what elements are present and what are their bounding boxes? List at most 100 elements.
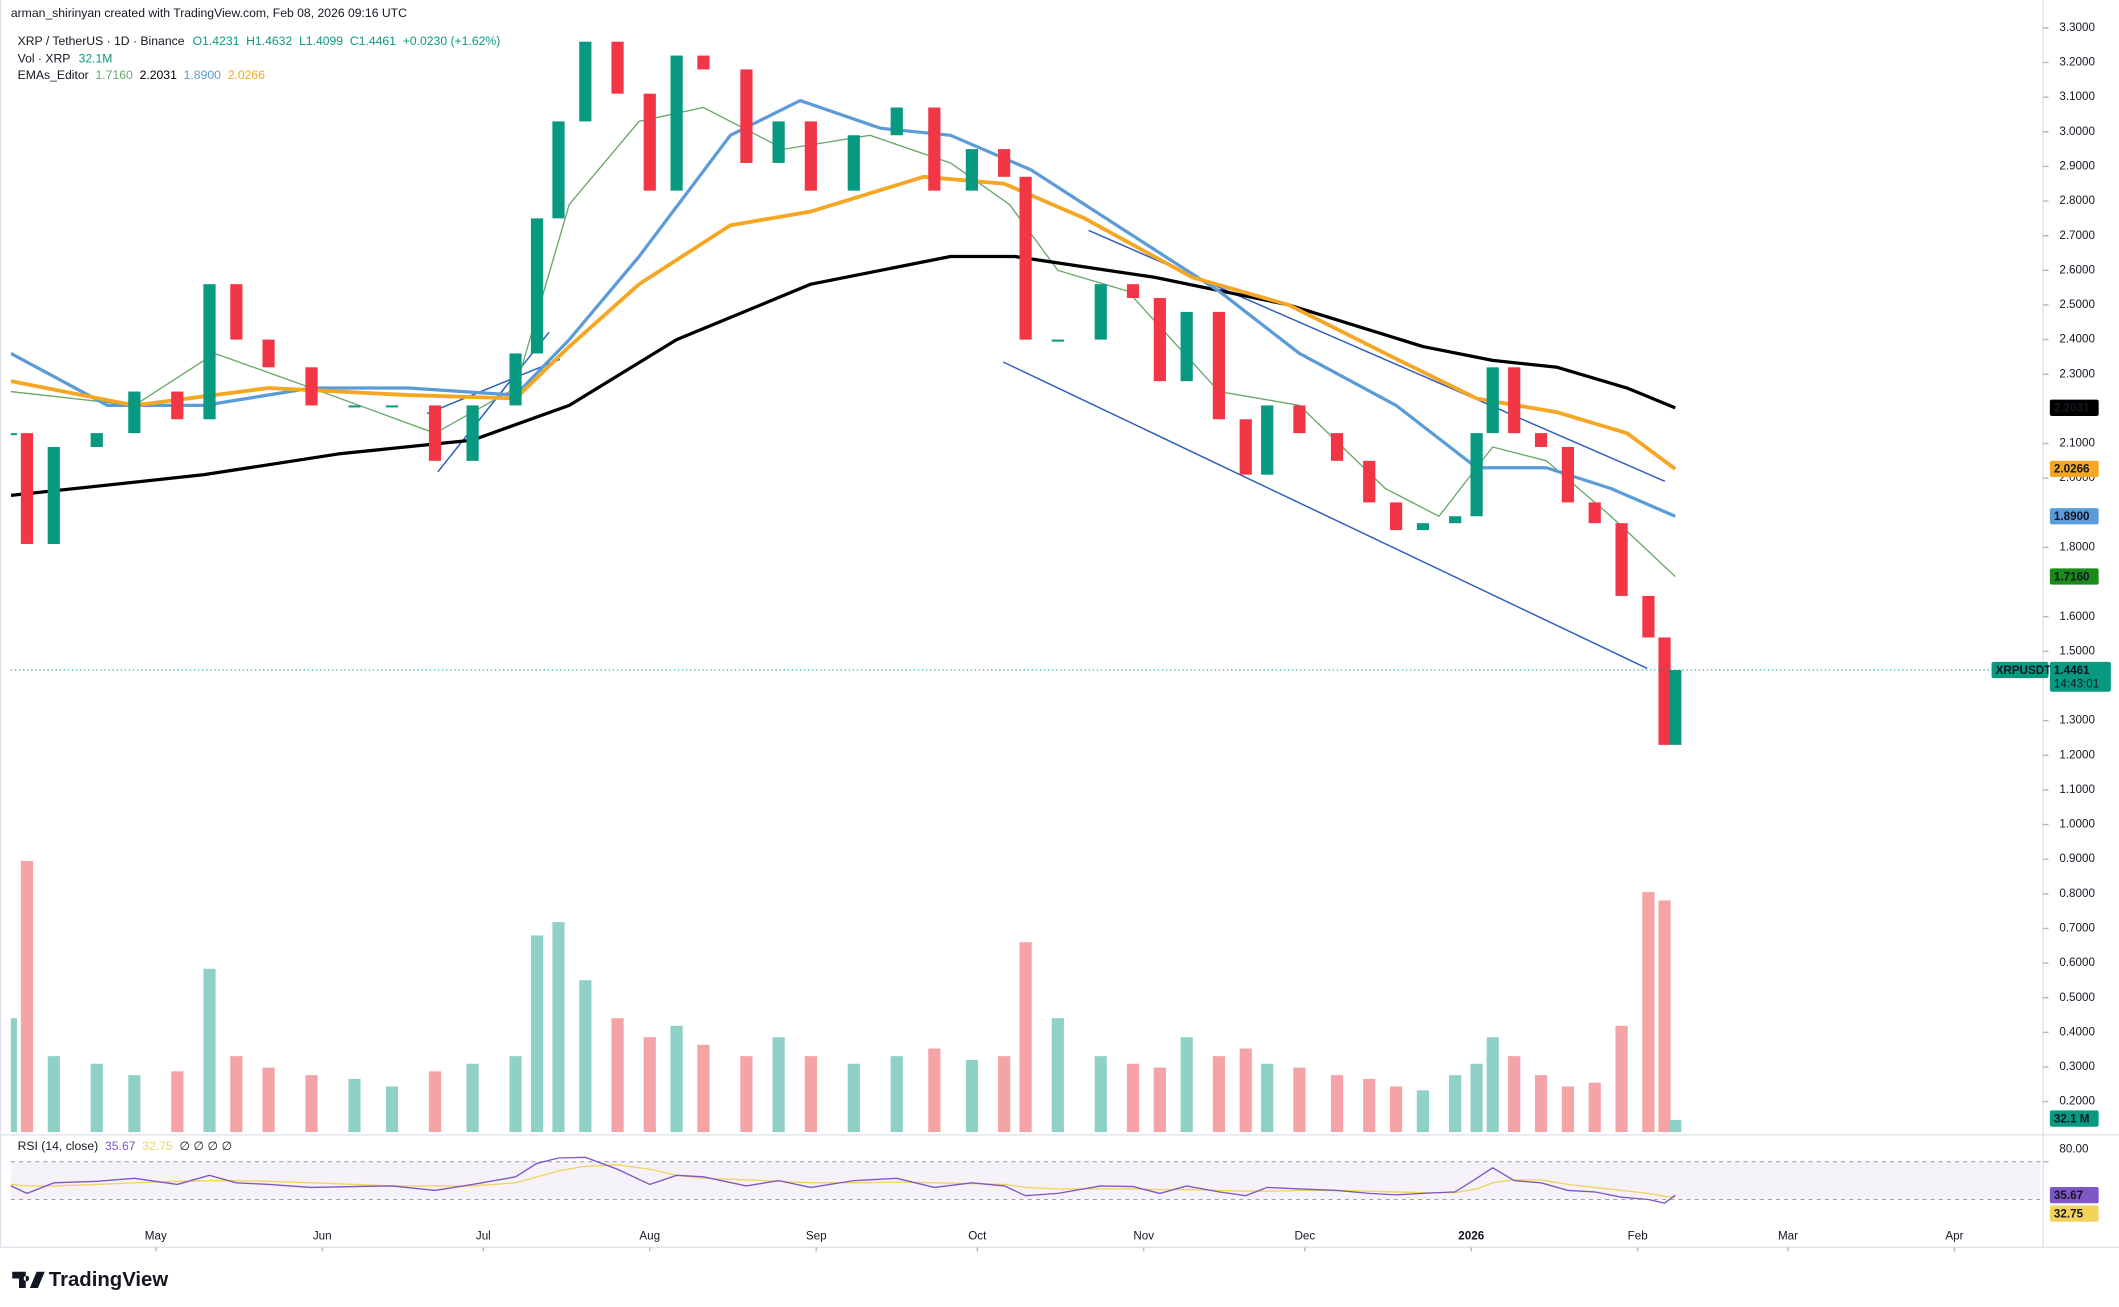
y-tick-label: 1.6000 [2059,610,2095,623]
volume-bar [670,1025,683,1133]
x-tick-label: Sep [806,1230,827,1243]
ema-badge: 2.2031 [2054,402,2090,415]
ema-line [10,174,1677,471]
candle [965,149,979,191]
candle [1051,339,1064,342]
candle [998,149,1011,177]
volume-bar [772,1037,785,1133]
ema-value: 1.7160 [96,68,133,82]
logo: TradingView [12,1269,168,1291]
candle [171,391,184,420]
volume-bar [965,1059,979,1133]
rsi-line: RSI (14, close) 35.67 32.75 ∅ ∅ ∅ ∅ [18,1139,233,1153]
candle [1534,433,1548,447]
candle [1470,433,1483,517]
candle [670,55,683,191]
candle [1330,433,1344,461]
ema-badge-bg [2049,460,2099,478]
candle [509,353,522,406]
volume-bar [1094,1056,1107,1133]
volume-bar [804,1056,817,1133]
candle [1363,460,1376,503]
candle [1669,670,1682,745]
rsi-ma-badge: 32.75 [2054,1207,2084,1220]
volume-bar [203,968,216,1133]
x-tick-label: May [145,1230,167,1243]
volume-bar [1416,1090,1430,1133]
rsi-band [10,1161,2041,1200]
x-tick-label: Mar [1778,1230,1798,1243]
y-tick-label: 3.2000 [2059,56,2095,69]
candle [1658,637,1671,745]
candle [611,41,624,94]
volume-bar [1449,1075,1462,1133]
y-tick-label: 1.0000 [2059,818,2095,831]
rsi-tick-label: 80.00 [2059,1143,2089,1156]
candle [1642,595,1655,638]
candle [1588,502,1601,524]
volume-bar [509,1056,522,1133]
candle [262,339,275,368]
y-tick-label: 2.4000 [2059,333,2095,346]
high: H1.4632 [246,34,292,48]
ema-line [10,106,1676,577]
candle [305,367,318,406]
candle [1180,311,1193,382]
volume-bar [1470,1063,1483,1133]
candle [1239,419,1252,475]
ema-line [10,254,1676,498]
y-tick-label: 2.8000 [2059,194,2095,207]
logo-text: TradingView [49,1269,169,1291]
candle [1126,284,1140,299]
candle [1094,284,1107,340]
volume-bar [262,1067,275,1133]
price-badge-symbol: XRPUSDT [1996,664,2052,677]
volume-bar [1153,1067,1166,1133]
candle [47,446,60,544]
y-tick-label: 1.8000 [2059,541,2095,554]
volume-bar [740,1056,753,1133]
x-tick-label: Nov [1133,1230,1154,1243]
volume-bar [47,1056,60,1133]
volume-bar [1658,900,1671,1133]
volume-bar [428,1071,442,1133]
volume-bar [10,1018,17,1133]
symbol: XRP / TetherUS · 1D · Binance [18,34,185,48]
candle [1389,502,1403,531]
volume-bar [466,1063,479,1133]
ema-value: 2.0266 [228,68,265,82]
open: O1.4231 [193,34,240,48]
candle [847,135,860,191]
y-tick-label: 1.1000 [2059,783,2095,796]
candle [579,41,592,122]
volume-badge-bg [2049,1110,2099,1127]
volume-bar [1642,892,1655,1133]
countdown: 14:43:01 [2054,677,2099,690]
candle [1019,176,1032,340]
candle [466,405,479,461]
volume-bar [530,935,544,1133]
candle [348,405,361,408]
logo-mark [12,1271,45,1289]
channel-lower [1002,361,1648,670]
volume-bar [998,1056,1011,1133]
volume-bar [1508,1056,1521,1133]
volume-bar [1588,1082,1601,1133]
x-tick-label: Apr [1945,1230,1963,1243]
volume-bar [1239,1048,1252,1133]
ema-value: 2.2031 [140,68,177,82]
volume-bar [1534,1075,1548,1133]
rsi-line [10,1156,1676,1204]
volume-bar [1389,1086,1403,1133]
y-tick-label: 3.0000 [2059,125,2095,138]
candle [697,55,710,70]
volume-bar [1212,1056,1225,1133]
ema-badge: 1.7160 [2054,570,2090,583]
candle [740,69,753,163]
y-tick-label: 2.3000 [2059,367,2095,380]
ema-line: EMAs_Editor 1.7160 2.2031 1.8900 2.0266 [18,68,266,82]
y-tick-label: 1.2000 [2059,748,2095,761]
x-tick-label: Jul [476,1230,491,1243]
